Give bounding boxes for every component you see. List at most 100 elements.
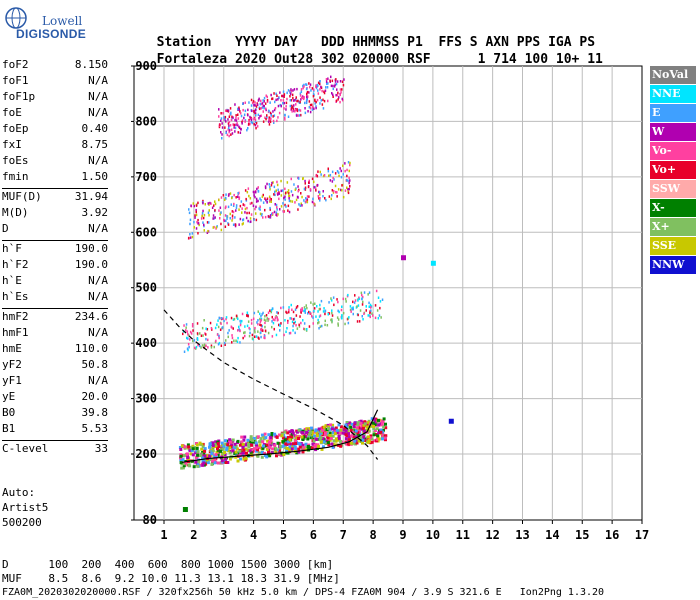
echo-point: [308, 433, 312, 437]
echo-point: [256, 187, 258, 191]
echo-point: [255, 443, 258, 447]
echo-point: [309, 103, 312, 107]
echo-point: [333, 303, 335, 307]
echo-point: [302, 177, 304, 180]
echo-point: [299, 109, 302, 112]
echo-point: [213, 461, 217, 465]
x-tick-label: 10: [426, 528, 440, 542]
echo-point: [300, 202, 302, 205]
echo-point: [213, 225, 215, 229]
echo-point: [196, 450, 200, 454]
echo-point: [286, 451, 290, 455]
echo-point: [300, 308, 302, 312]
echo-point: [217, 325, 220, 329]
echo-point: [304, 311, 306, 314]
echo-point: [262, 216, 264, 219]
echo-point: [268, 317, 270, 321]
echo-point: [257, 330, 259, 333]
echo-point: [291, 320, 294, 324]
param-row: fmin 1.50: [2, 170, 108, 186]
echo-point: [321, 324, 323, 328]
echo-point: [262, 99, 264, 102]
echo-point: [305, 83, 308, 86]
echo-point: [255, 190, 257, 194]
x-tick-label: 8: [370, 528, 377, 542]
echo-point: [241, 207, 243, 210]
echo-point: [261, 440, 265, 444]
echo-point: [219, 449, 223, 453]
echo-point: [234, 216, 236, 219]
echo-point: [348, 176, 350, 180]
echo-point: [367, 293, 369, 296]
echo-point: [348, 316, 350, 319]
echo-point: [319, 314, 322, 317]
echo-point: [326, 82, 328, 85]
echo-point: [273, 444, 277, 448]
echo-point: [191, 325, 194, 328]
echo-point: [249, 115, 251, 119]
legend-item-noval: NoVal: [650, 66, 696, 84]
echo-point: [221, 137, 223, 140]
echo-point: [303, 427, 307, 431]
echo-point: [313, 202, 315, 205]
echo-point: [274, 107, 277, 110]
echo-point: [215, 339, 217, 343]
echo-point: [216, 453, 220, 457]
echo-point: [357, 426, 361, 430]
logo-line-1: Lowell: [42, 14, 83, 28]
echo-point: [316, 443, 320, 447]
echo-point: [241, 451, 245, 455]
echo-point: [339, 80, 342, 83]
echo-point: [271, 213, 274, 216]
echo-point: [208, 221, 210, 224]
echo-point: [263, 106, 265, 110]
echo-point: [230, 203, 232, 206]
echo-point: [276, 208, 278, 211]
echo-point: [272, 212, 274, 215]
echo-point: [271, 97, 273, 101]
echo-point: [300, 311, 302, 314]
param-row: foEs N/A: [2, 154, 108, 170]
param-name: hmF2: [2, 310, 29, 323]
echo-point: [185, 329, 187, 332]
echo-point: [349, 308, 352, 312]
echo-point: [311, 87, 314, 90]
echo-point: [235, 314, 238, 318]
echo-point: [275, 333, 278, 337]
param-name: B0: [2, 406, 16, 419]
echo-point: [246, 440, 250, 444]
echo-point: [269, 197, 271, 200]
echo-point: [199, 463, 203, 467]
echo-point: [372, 425, 375, 428]
y-tick-label: 300: [135, 392, 157, 406]
echo-point: [284, 118, 286, 121]
echo-point: [267, 445, 271, 449]
echo-point: [187, 348, 189, 352]
echo-point: [293, 445, 297, 449]
echo-point: [347, 432, 350, 436]
echo-point: [303, 83, 305, 87]
echo-point: [272, 321, 275, 325]
echo-point: [270, 117, 272, 120]
echo-point: [323, 307, 325, 310]
echo-point: [365, 305, 367, 308]
echo-point: [237, 117, 240, 120]
echo-point: [320, 173, 322, 176]
param-name: yF2: [2, 358, 22, 371]
echo-point: [271, 325, 273, 329]
echo-point: [357, 313, 359, 317]
echo-point: [346, 442, 350, 445]
echo-point: [255, 105, 258, 108]
param-name: foE: [2, 106, 22, 119]
echo-point: [233, 193, 235, 197]
param-separator: [2, 308, 108, 309]
header-value-ps: 11: [587, 52, 603, 67]
x-tick-label: 16: [605, 528, 619, 542]
echo-point: [256, 448, 260, 452]
echo-point: [270, 308, 273, 312]
echo-point: [368, 291, 371, 294]
echo-point: [217, 445, 221, 449]
echo-point: [202, 461, 206, 465]
echo-point: [354, 429, 358, 433]
echo-point: [233, 126, 235, 129]
